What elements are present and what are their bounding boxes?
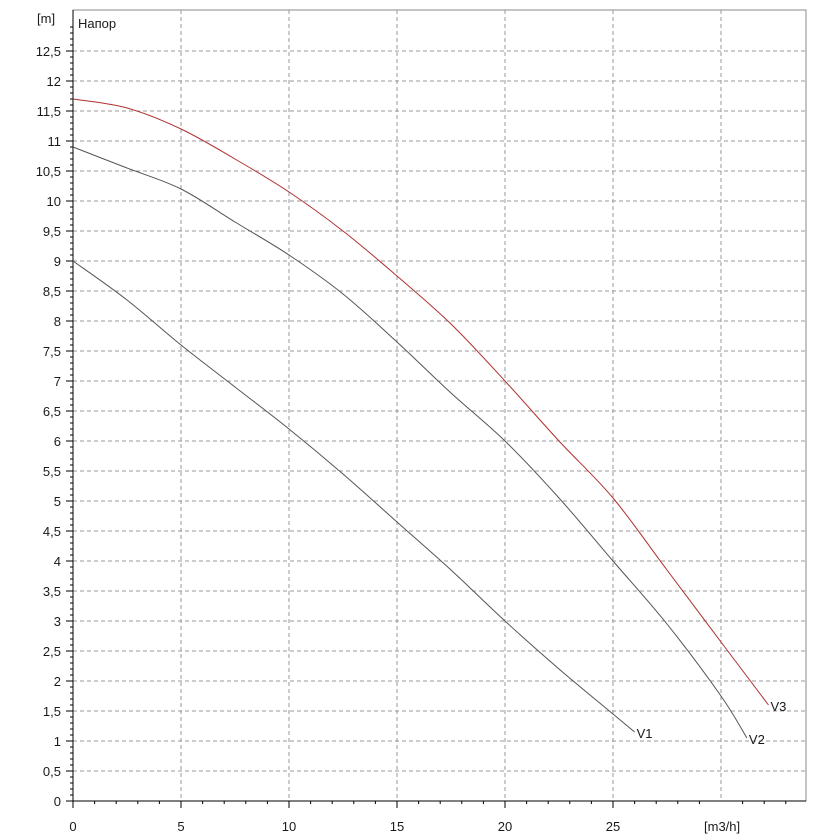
y-tick-label: 8,5 [43,284,61,299]
y-tick-label: 3 [54,614,61,629]
x-tick-label: 15 [390,819,404,834]
series-line-v3 [72,98,769,706]
y-tick-label: 7,5 [43,344,61,359]
x-tick-label: 20 [498,819,512,834]
y-tick-label: 2 [54,674,61,689]
y-tick-label: 4,5 [43,524,61,539]
y-tick-label: 10 [47,194,61,209]
y-tick-label: 12,5 [36,44,61,59]
plot-area [72,9,807,802]
y-tick-label: 0,5 [43,764,61,779]
series-label-v1: V1 [637,726,653,741]
y-tick-label: 11 [48,134,62,149]
series-line-v2 [72,146,748,739]
y-tick-label: 8 [54,314,61,329]
y-tick-label: 1,5 [43,704,61,719]
y-tick-label: 0 [54,794,61,809]
x-tick-label: 10 [282,819,296,834]
chart-title: Напор [78,16,116,31]
x-axis-label: [m3/h] [704,819,740,834]
y-tick-label: 3,5 [43,584,61,599]
y-tick-label: 2,5 [43,644,61,659]
y-tick-label: 9,5 [43,224,61,239]
x-tick-label: 25 [606,819,620,834]
grid [73,10,806,801]
y-tick-label: 6 [54,434,61,449]
y-tick-label: 1 [54,734,61,749]
x-tick-label: 0 [69,819,76,834]
y-tick-label: 5,5 [43,464,61,479]
series-label-v3: V3 [771,699,787,714]
y-tick-label: 5 [54,494,61,509]
series-labels: V1 V2 V3 [637,699,787,747]
y-tick-label: 9 [54,254,61,269]
y-tick-label: 6,5 [43,404,61,419]
series-lines [72,98,769,739]
y-tick-label: 7 [54,374,61,389]
y-tick-label: 11,5 [37,104,61,119]
series-label-v2: V2 [749,732,765,747]
x-tick-label: 5 [177,819,184,834]
y-axis-label: [m] [37,11,55,26]
y-tick-label: 10,5 [36,164,61,179]
y-tick-label: 4 [54,554,61,569]
y-tick-label: 12 [47,74,61,89]
ticks: 00,511,522,533,544,555,566,577,588,599,5… [36,26,787,834]
series-line-v1 [72,260,635,733]
